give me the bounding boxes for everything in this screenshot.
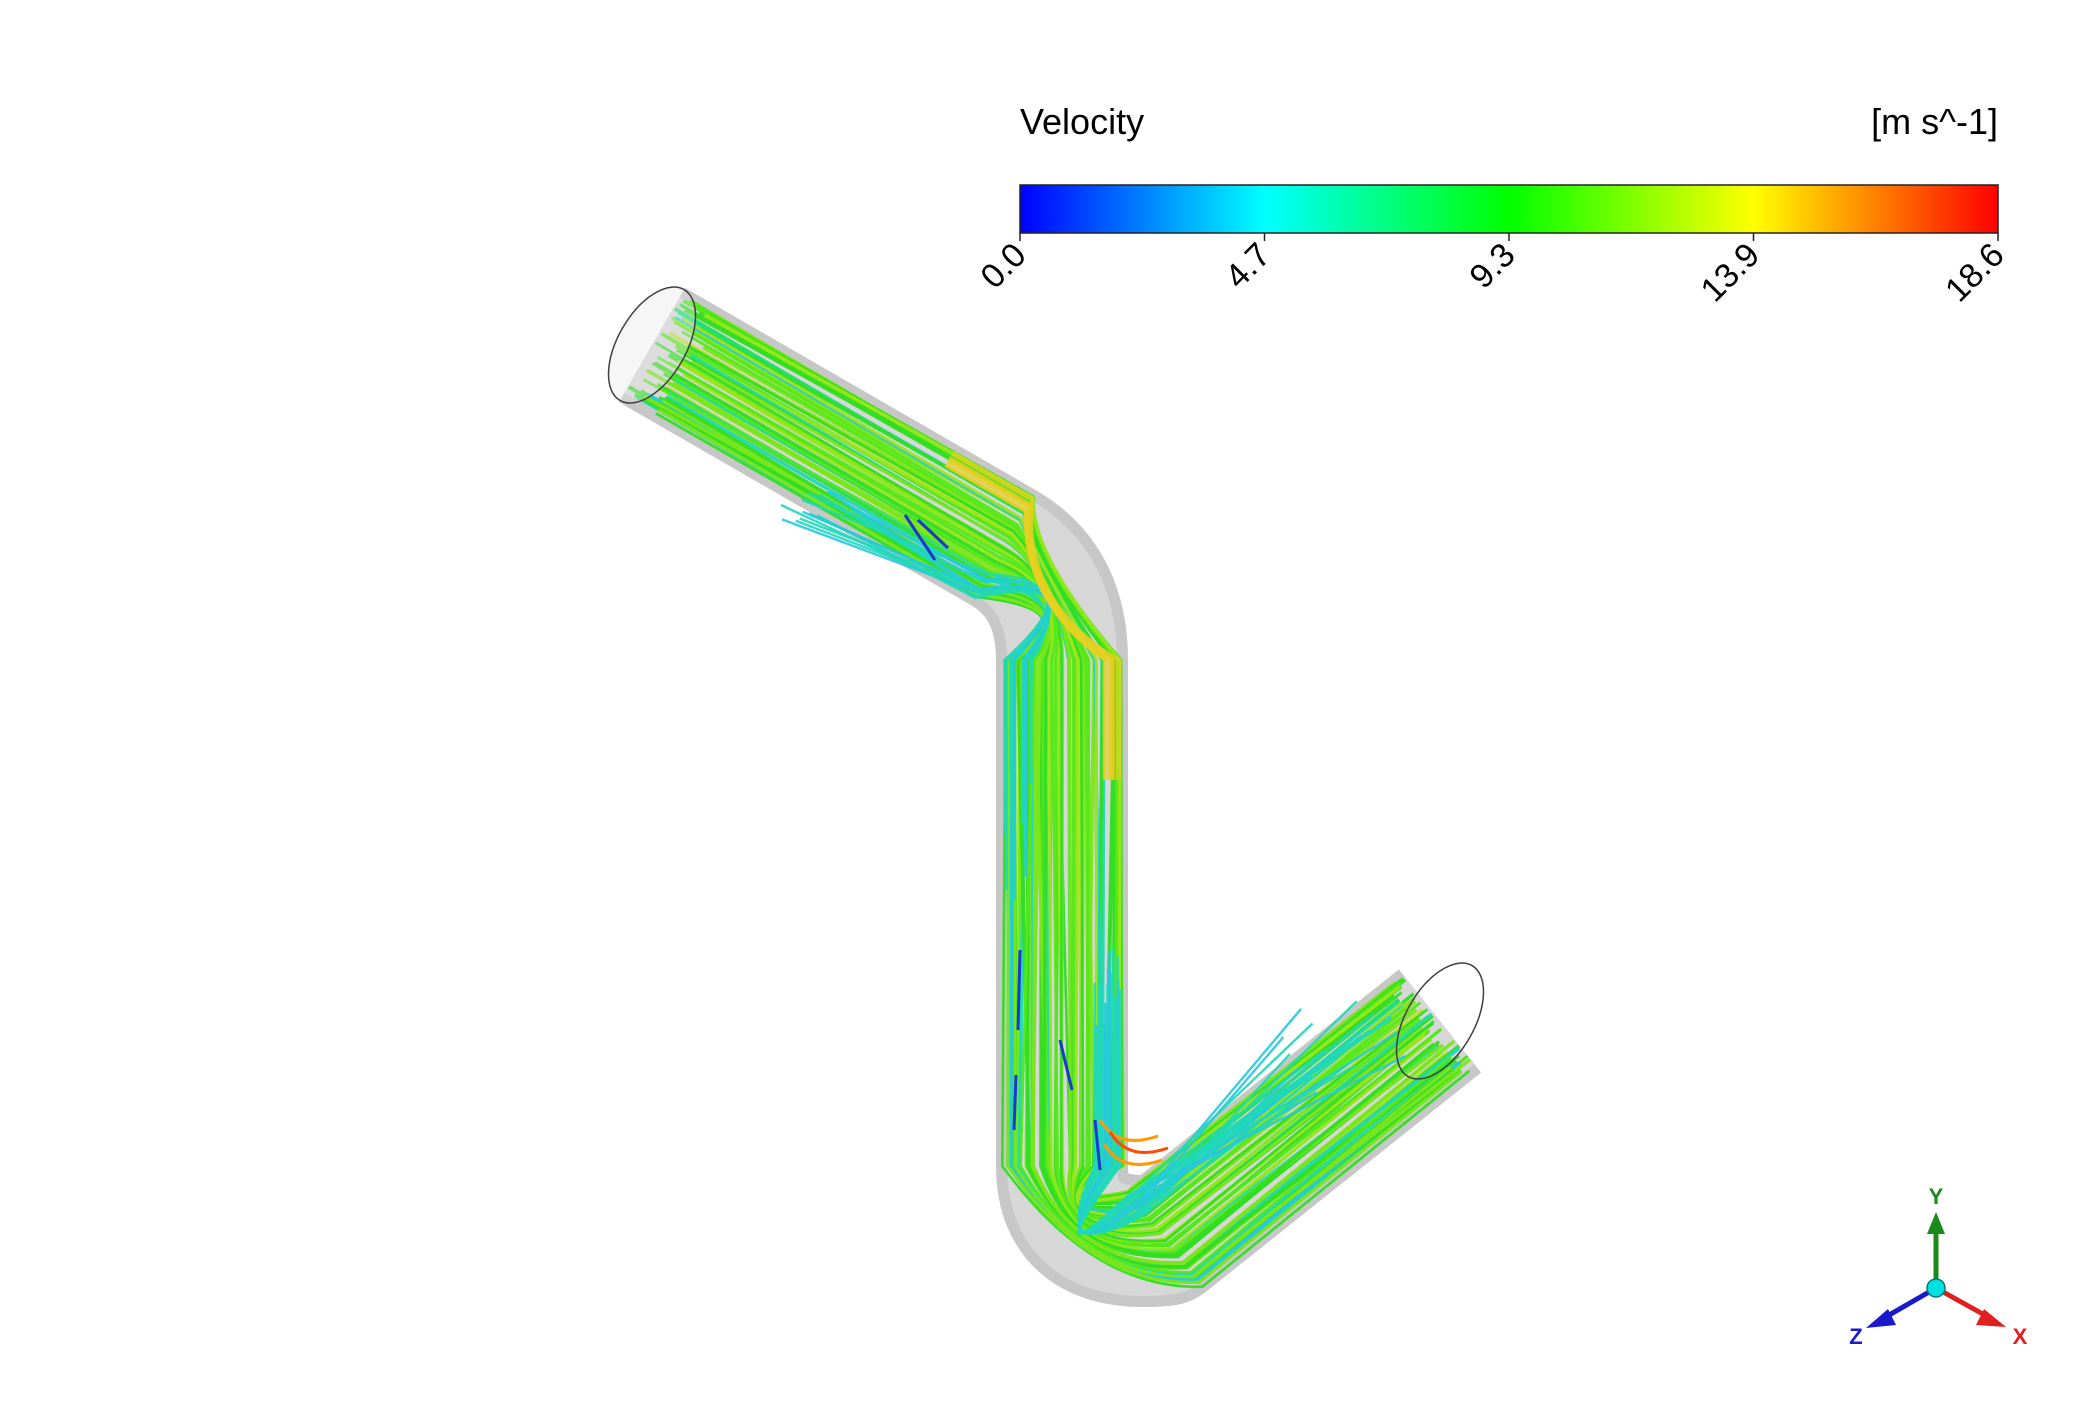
legend-tick-label: 0.0 [973, 236, 1033, 296]
streamline [945, 463, 1107, 780]
legend-tick-label: 9.3 [1462, 236, 1522, 296]
z-axis-arrow [1866, 1309, 1896, 1328]
streamline [1102, 1143, 1163, 1166]
streamline [903, 514, 937, 561]
velocity-legend: Velocity [m s^-1] 0.0 4.7 9.3 13.9 18.6 [973, 101, 2011, 309]
streamline [916, 518, 950, 550]
streamline [948, 457, 1113, 780]
legend-ticks: 0.0 4.7 9.3 13.9 18.6 [973, 233, 2012, 310]
x-axis-label: X [2013, 1324, 2028, 1349]
streamlines [628, 298, 1472, 1289]
streamline [645, 368, 1443, 1266]
streamline [657, 408, 1463, 1285]
legend-tick-label: 4.7 [1218, 236, 1278, 296]
legend-tick-label: 18.6 [1938, 236, 2012, 310]
streamline [946, 461, 1110, 780]
streamline [952, 450, 1122, 780]
streamline [1078, 1002, 1285, 1235]
inlet-opening [607, 286, 697, 404]
streamline [655, 412, 1471, 1289]
x-axis-line [1934, 1285, 1992, 1321]
triad-origin [1926, 1278, 1946, 1298]
y-axis-arrow [1927, 1212, 1945, 1234]
streamline [1098, 1119, 1159, 1142]
streamline [682, 372, 1433, 1251]
streamline [1012, 1074, 1018, 1131]
streamline [1077, 1022, 1314, 1235]
streamline [655, 341, 1435, 1243]
x-axis-arrow [1976, 1309, 2006, 1327]
axis-triad[interactable]: Y X Z [1849, 1184, 2027, 1349]
streamline [663, 396, 1461, 1269]
z-axis-label: Z [1849, 1324, 1862, 1349]
y-axis-label: Y [1929, 1184, 1944, 1209]
streamline [670, 363, 1434, 1247]
legend-units: [m s^-1] [1871, 101, 1998, 142]
legend-tick-label: 13.9 [1693, 236, 1767, 310]
pipe-openings [607, 286, 1485, 1080]
streamline [1093, 1119, 1102, 1171]
streamline [1016, 949, 1022, 1031]
legend-title: Velocity [1020, 101, 1144, 142]
streamline [661, 399, 1452, 1279]
color-bar [1019, 184, 1999, 234]
streamline [1077, 982, 1361, 1235]
streamline [1108, 1131, 1169, 1154]
streamline [1058, 1039, 1074, 1091]
outlet-opening [1395, 962, 1485, 1080]
z-axis-line [1882, 1285, 1938, 1321]
